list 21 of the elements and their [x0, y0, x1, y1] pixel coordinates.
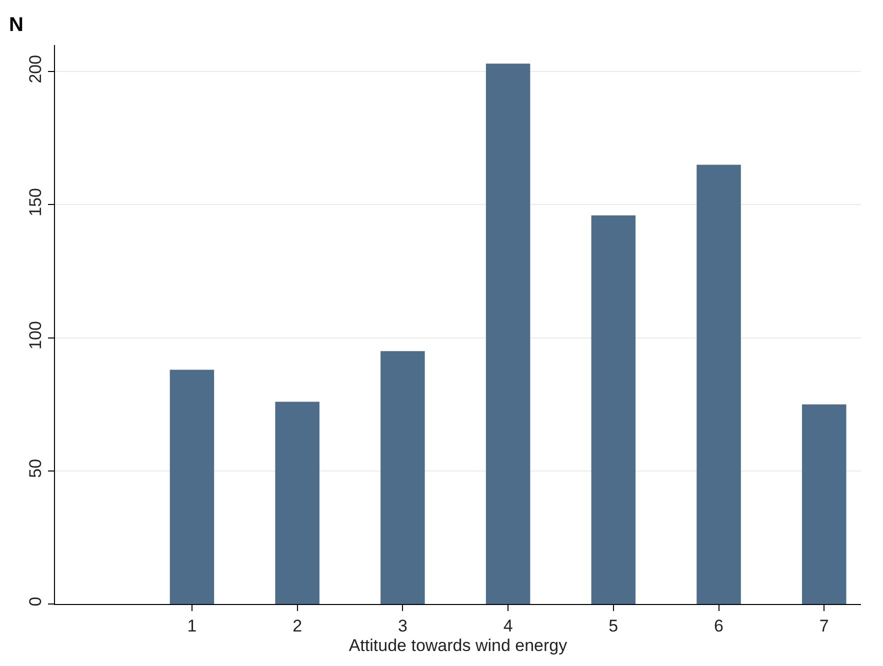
- bar: [275, 402, 320, 604]
- y-tick-label: 150: [26, 188, 46, 216]
- x-tick-label: 3: [398, 616, 408, 636]
- x-tick-label: 1: [187, 616, 197, 636]
- y-tick-label: 0: [26, 596, 46, 606]
- y-tick-label: 50: [26, 458, 46, 478]
- y-axis-title: N: [9, 14, 24, 36]
- x-tick-label: 2: [292, 616, 302, 636]
- bar: [380, 351, 425, 604]
- bar: [486, 64, 530, 604]
- x-tick-label: 7: [819, 616, 829, 636]
- bar: [591, 215, 636, 604]
- bar: [802, 404, 846, 604]
- bar: [170, 370, 214, 604]
- x-tick-label: 4: [503, 616, 513, 636]
- x-tick-label: 5: [608, 616, 618, 636]
- x-axis-title: Attitude towards wind energy: [348, 636, 568, 655]
- bar: [696, 164, 741, 604]
- x-tick-label: 6: [714, 616, 724, 636]
- y-tick-label: 100: [26, 321, 46, 350]
- y-tick-label: 200: [26, 54, 46, 84]
